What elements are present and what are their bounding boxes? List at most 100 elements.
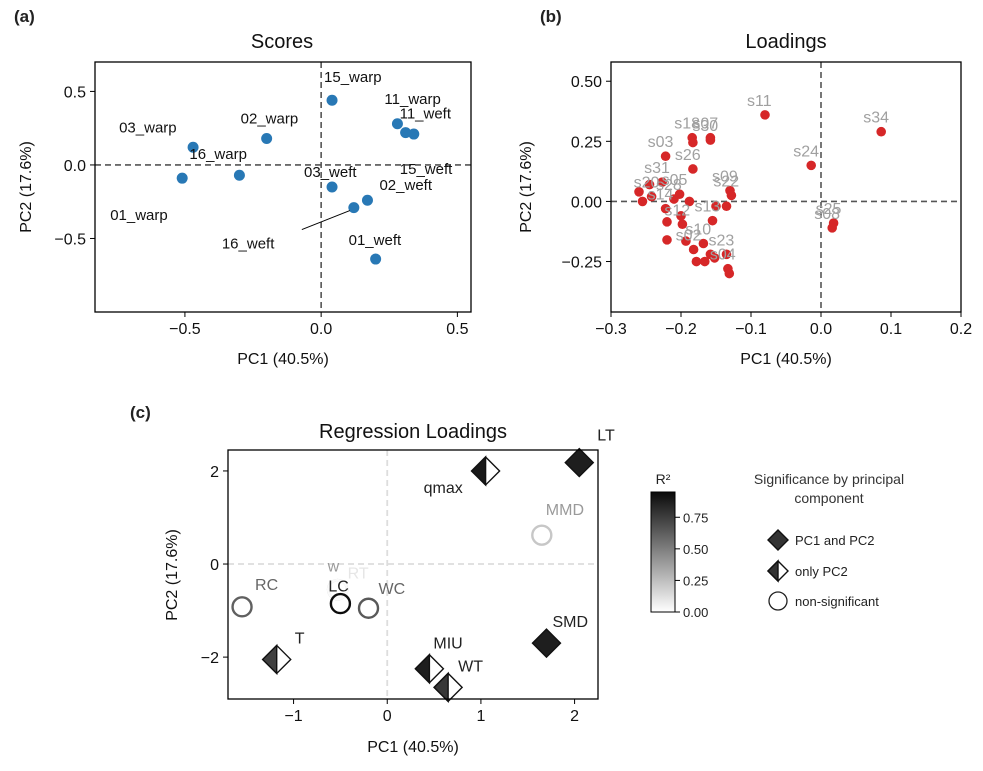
- loadings-point: [660, 203, 671, 214]
- regression-point-circle: [231, 596, 253, 618]
- regression-point-label: SMD: [552, 614, 588, 631]
- loadings-point: [876, 126, 886, 137]
- colorbar-gradient: [650, 491, 676, 613]
- scores-xtick-label: 0.0: [310, 321, 332, 338]
- regression-point-half-diamond: [433, 671, 464, 704]
- loadings-point: [657, 177, 667, 187]
- loadings-point: [634, 187, 644, 197]
- loadings-point-label: s12: [664, 202, 690, 219]
- legend-item-label: non-significant: [795, 594, 879, 609]
- colorbar-ticks: 0.00 0.25 0.50 0.75: [675, 510, 708, 620]
- scores-plot-area: −0.5 0.0 0.5 −0.5 0.0 0.5 01_warp 03_warp 02_war…: [54, 62, 471, 338]
- regression-ytick-label: −2: [201, 650, 219, 667]
- loadings-panel: (b) Loadings −0.3 −0.2 −0.1 0.0 0.1 0.2 −0.25 0…: [518, 7, 972, 368]
- panel-c-letter: (c): [130, 403, 151, 422]
- loadings-title: Loadings: [745, 31, 826, 53]
- colorbar-tick-label: 0.00: [683, 605, 708, 620]
- scores-leader-line: [301, 210, 351, 231]
- loadings-frame: [610, 61, 962, 313]
- panel-a-letter: (a): [14, 7, 35, 26]
- scores-xtick-label: −0.5: [169, 321, 201, 338]
- loadings-point: [688, 164, 698, 174]
- scores-point: [326, 181, 338, 193]
- scores-ylabel: PC2 (17.6%): [18, 141, 35, 233]
- colorbar-title: R²: [656, 471, 671, 487]
- loadings-point: [721, 249, 732, 260]
- regression-point-label: qmax: [424, 480, 463, 497]
- loadings-point-label: s24: [793, 143, 819, 160]
- scores-title: Scores: [251, 31, 313, 53]
- regression-point-half-diamond-fill: [470, 455, 487, 487]
- loadings-point: [700, 256, 710, 267]
- legend-item-label: only PC2: [795, 564, 848, 579]
- colorbar-tick-label: 0.25: [683, 573, 708, 588]
- loadings-point: [691, 256, 702, 267]
- regression-point-half-diamond-fill: [261, 643, 278, 676]
- loadings-point-label: s04: [710, 247, 736, 264]
- loadings-point-label: s20: [634, 175, 660, 192]
- legend-half-diamond-icon-fill: [767, 559, 779, 583]
- scores-point: [361, 194, 373, 206]
- scores-point: [348, 202, 360, 214]
- loadings-xtick-label: 0.0: [810, 321, 832, 338]
- regression-point-circle: [357, 597, 380, 619]
- regression-point-label: RT: [348, 566, 369, 583]
- colorbar-tick-label: 0.75: [683, 510, 708, 525]
- loadings-point-label: s34: [863, 110, 889, 127]
- loadings-point-label: s28: [656, 177, 682, 194]
- loadings-point-label: s22: [713, 173, 739, 190]
- regression-point-half-diamond: [470, 455, 501, 487]
- regression-point-label: w: [327, 559, 340, 576]
- loadings-point-label: s09: [712, 169, 738, 186]
- regression-point-label: LT: [597, 428, 615, 445]
- scores-point: [326, 94, 338, 106]
- legend-half-diamond-icon: [767, 559, 789, 583]
- loadings-point-label: s11: [747, 93, 772, 110]
- scores-point-label: 11_weft: [400, 106, 452, 123]
- loadings-point-label: s31: [644, 160, 670, 177]
- scores-point-label: 15_weft: [400, 161, 453, 178]
- scores-point: [408, 128, 420, 140]
- scores-point-label: 15_warp: [324, 69, 382, 86]
- legend-item-label: PC1 and PC2: [795, 533, 875, 548]
- scores-frame: [94, 61, 472, 313]
- legend-title-line1: Significance by principal: [754, 471, 904, 487]
- regression-point-label: LC: [328, 579, 348, 596]
- loadings-point: [688, 244, 699, 255]
- scores-point-label: 16_warp: [189, 146, 247, 163]
- scores-point-label: 01_warp: [110, 207, 168, 224]
- loadings-point-label: s08: [814, 206, 840, 223]
- regression-title: Regression Loadings: [319, 421, 507, 443]
- loadings-point: [677, 219, 688, 230]
- loadings-ytick-label: −0.25: [562, 255, 603, 272]
- scores-point-label: 03_warp: [119, 119, 177, 136]
- regression-point-label: WC: [379, 581, 406, 598]
- loadings-point: [637, 196, 648, 207]
- regression-frame: [227, 449, 599, 700]
- regression-point-label: MIU: [433, 636, 462, 653]
- loadings-point: [721, 201, 732, 212]
- legend-diamond-icon: [767, 529, 789, 551]
- loadings-point: [709, 253, 720, 263]
- regression-point-diamond: [564, 447, 595, 478]
- regression-point-circle: [531, 524, 553, 546]
- regression-xtick-label: 0: [383, 708, 392, 725]
- loadings-point: [662, 217, 672, 227]
- loadings-point: [688, 137, 698, 148]
- legend-circle-icon: [768, 591, 788, 611]
- regression-point-label: WT: [458, 658, 483, 675]
- loadings-point: [726, 190, 737, 201]
- regression-panel: (c) Regression Loadings −1 0 1 2 −2 0 2 LT qmax M…: [130, 403, 904, 756]
- loadings-point-label: s03: [648, 134, 674, 151]
- scores-xlabel: PC1 (40.5%): [237, 351, 329, 368]
- loadings-xtick-label: −0.2: [665, 321, 697, 338]
- scores-ytick-label: 0.0: [64, 158, 86, 175]
- regression-point-half-diamond-fill: [414, 653, 431, 685]
- loadings-xtick-label: −0.3: [595, 321, 627, 338]
- scores-point-label: 16_weft: [222, 236, 275, 253]
- loadings-point-label: s26: [675, 147, 701, 164]
- scores-point: [187, 141, 199, 153]
- regression-point-label: RC: [255, 577, 278, 594]
